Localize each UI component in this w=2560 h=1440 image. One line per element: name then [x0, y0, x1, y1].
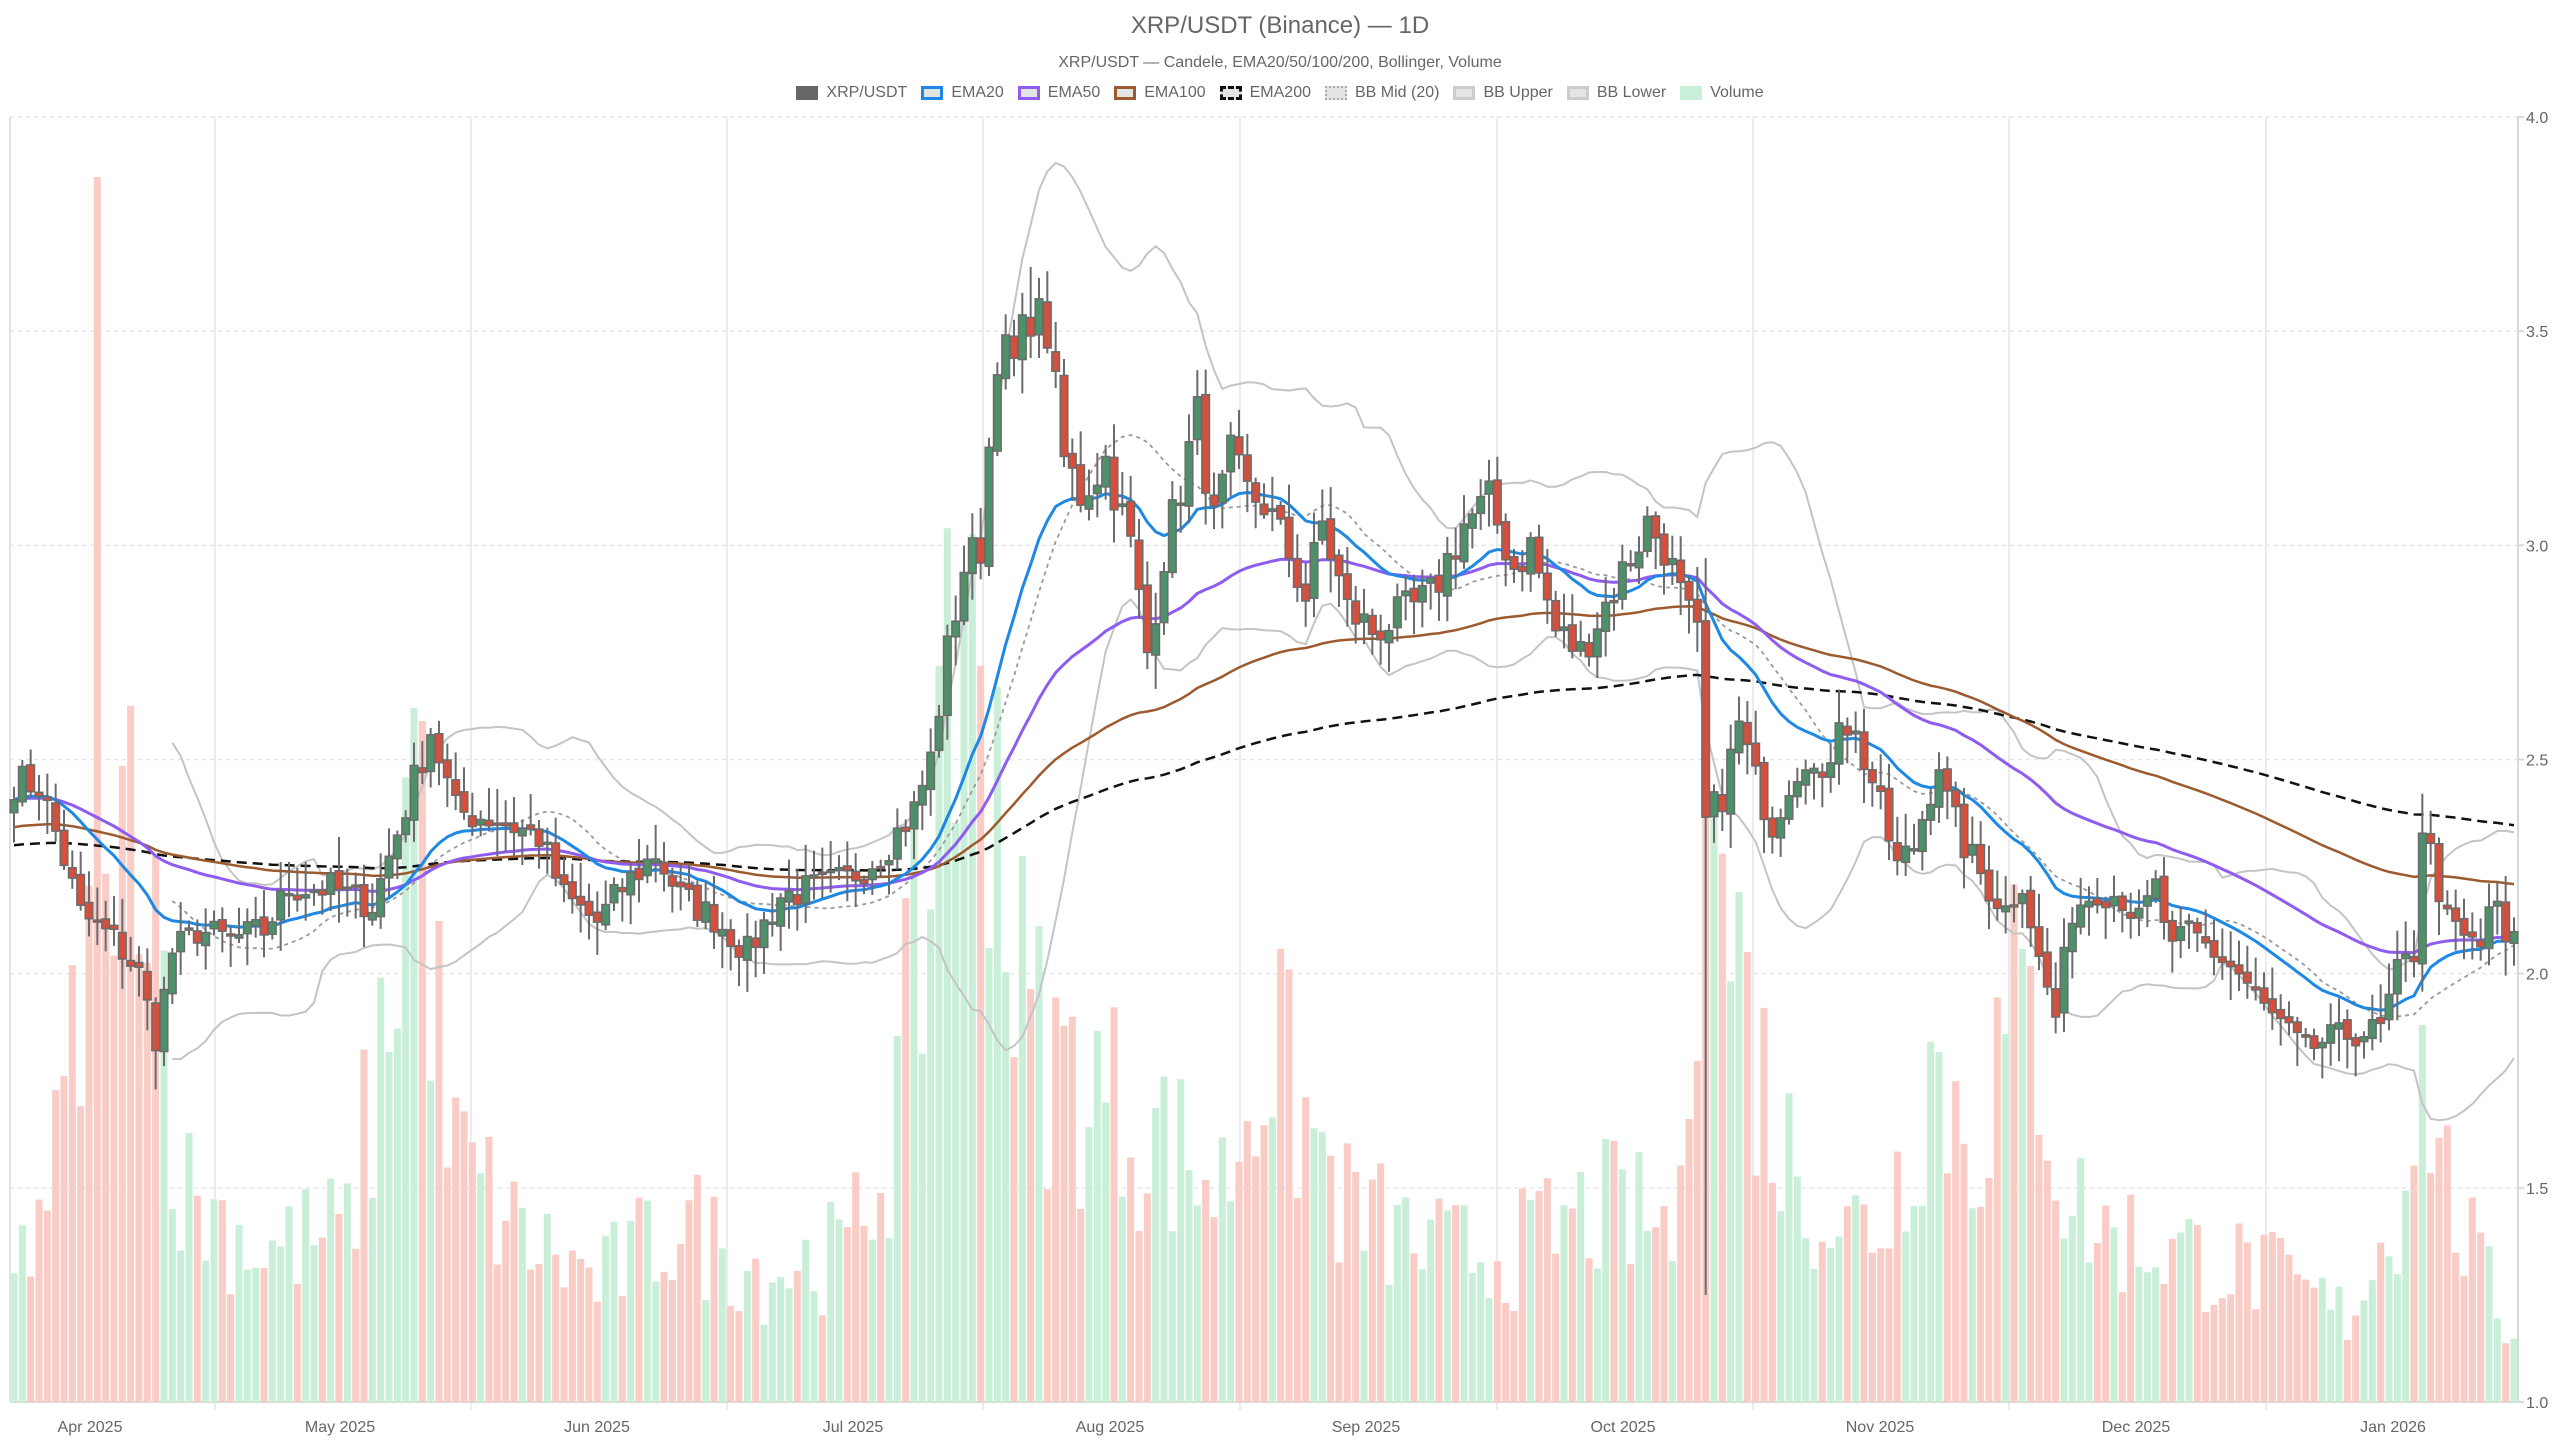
legend-item-bb-lower[interactable]: BB Lower [1566, 84, 1667, 102]
x-tick-label: Oct 2025 [1591, 1419, 1656, 1436]
legend-label: BB Upper [1483, 84, 1553, 101]
legend: XRP/USDT EMA20 EMA50 EMA100 EMA200 BB Mi… [0, 84, 2560, 102]
ema100-line [13, 605, 2515, 886]
x-tick-label: Sep 2025 [1332, 1419, 1401, 1436]
x-tick-label: Jan 2026 [2360, 1419, 2426, 1436]
x-tick-label: Apr 2025 [58, 1419, 123, 1436]
y-tick-label: 2.5 [2526, 753, 2548, 770]
volume-bars [10, 176, 2518, 1402]
ema50-line [13, 557, 2515, 955]
legend-label: XRP/USDT [826, 84, 908, 101]
x-tick-label: Jun 2025 [564, 1419, 630, 1436]
legend-swatch-icon [1017, 86, 1040, 100]
y-tick-label: 1.5 [2526, 1181, 2548, 1198]
ema200-line [13, 673, 2515, 872]
y-tick-label: 3.0 [2526, 538, 2548, 555]
legend-item-bb-mid[interactable]: BB Mid (20) [1325, 84, 1439, 102]
y-tick-label: 2.0 [2526, 967, 2548, 984]
legend-item-ema100[interactable]: EMA100 [1114, 84, 1206, 102]
legend-item-bb-upper[interactable]: BB Upper [1453, 84, 1553, 102]
legend-item-volume[interactable]: Volume [1680, 84, 1764, 102]
y-tick-label: 1.0 [2526, 1395, 2548, 1412]
x-tick-label: Jul 2025 [823, 1419, 884, 1436]
legend-swatch-icon [921, 86, 944, 100]
x-tick-label: Nov 2025 [1846, 1419, 1915, 1436]
bb-mid-line [171, 434, 2515, 1018]
legend-swatch-icon [1566, 86, 1589, 100]
legend-swatch-icon [1453, 86, 1476, 100]
legend-item-ema200[interactable]: EMA200 [1219, 84, 1311, 102]
legend-label: EMA50 [1047, 84, 1101, 101]
x-tick-label: Dec 2025 [2102, 1419, 2171, 1436]
candles [9, 266, 2519, 1295]
legend-label: Volume [1710, 84, 1764, 101]
x-tick-label: May 2025 [305, 1419, 375, 1436]
legend-label: BB Lower [1596, 84, 1667, 101]
chart-title: XRP/USDT (Binance) — 1D [1130, 12, 1430, 39]
legend-item-ema50[interactable]: EMA50 [1017, 84, 1101, 102]
legend-label: BB Mid (20) [1355, 84, 1440, 101]
legend-swatch-icon [1325, 86, 1347, 100]
legend-item-ema20[interactable]: EMA20 [921, 84, 1004, 102]
y-tick-label: 4.0 [2526, 110, 2548, 127]
legend-label: EMA200 [1249, 84, 1311, 101]
legend-swatch-icon [1114, 86, 1137, 100]
legend-label: EMA100 [1144, 84, 1206, 101]
x-tick-label: Aug 2025 [1076, 1419, 1145, 1436]
chart-subtitle: XRP/USDT — Candele, EMA20/50/100/200, Bo… [1058, 54, 1502, 71]
legend-item-xrpusdt[interactable]: XRP/USDT [796, 84, 907, 102]
bb-lower-line [172, 597, 2515, 1122]
legend-label: EMA20 [951, 84, 1004, 101]
y-tick-label: 3.5 [2526, 324, 2548, 341]
legend-swatch-icon [796, 86, 819, 100]
legend-swatch-icon [1680, 86, 1703, 100]
bb-upper-line [171, 161, 2515, 971]
legend-swatch-icon [1219, 86, 1242, 100]
